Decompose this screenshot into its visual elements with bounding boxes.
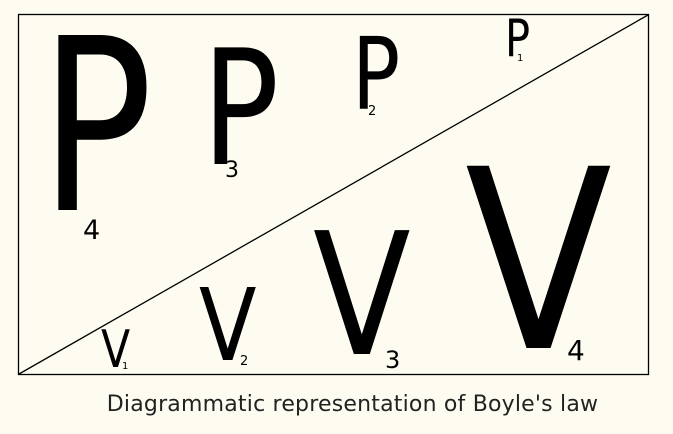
pressure-p4-letter: P	[40, 0, 153, 267]
pressure-p1-subscript: 1	[517, 53, 523, 64]
volume-v3-letter: V	[313, 197, 411, 395]
volume-v2-letter: V	[199, 267, 256, 384]
volume-v4-subscript: 4	[567, 334, 585, 367]
volume-v2-subscript: 2	[240, 354, 248, 369]
volume-v1-letter: V	[101, 320, 131, 380]
pressure-p2-subscript: 2	[368, 104, 376, 119]
diagonal-divider	[18, 14, 649, 375]
volume-v4-letter: V	[465, 116, 612, 407]
pressure-p3-subscript: 3	[225, 158, 239, 183]
pressure-p2-letter: P	[352, 17, 400, 133]
diagram-frame	[17, 13, 650, 376]
diagram-caption: Diagrammatic representation of Boyle's l…	[106, 392, 599, 417]
volume-v3-subscript: 3	[385, 346, 400, 374]
pressure-p3-letter: P	[202, 17, 279, 203]
pressure-p4-subscript: 4	[83, 215, 100, 246]
pressure-p1-letter: P	[505, 9, 530, 70]
volume-v1-subscript: 1	[122, 361, 128, 372]
